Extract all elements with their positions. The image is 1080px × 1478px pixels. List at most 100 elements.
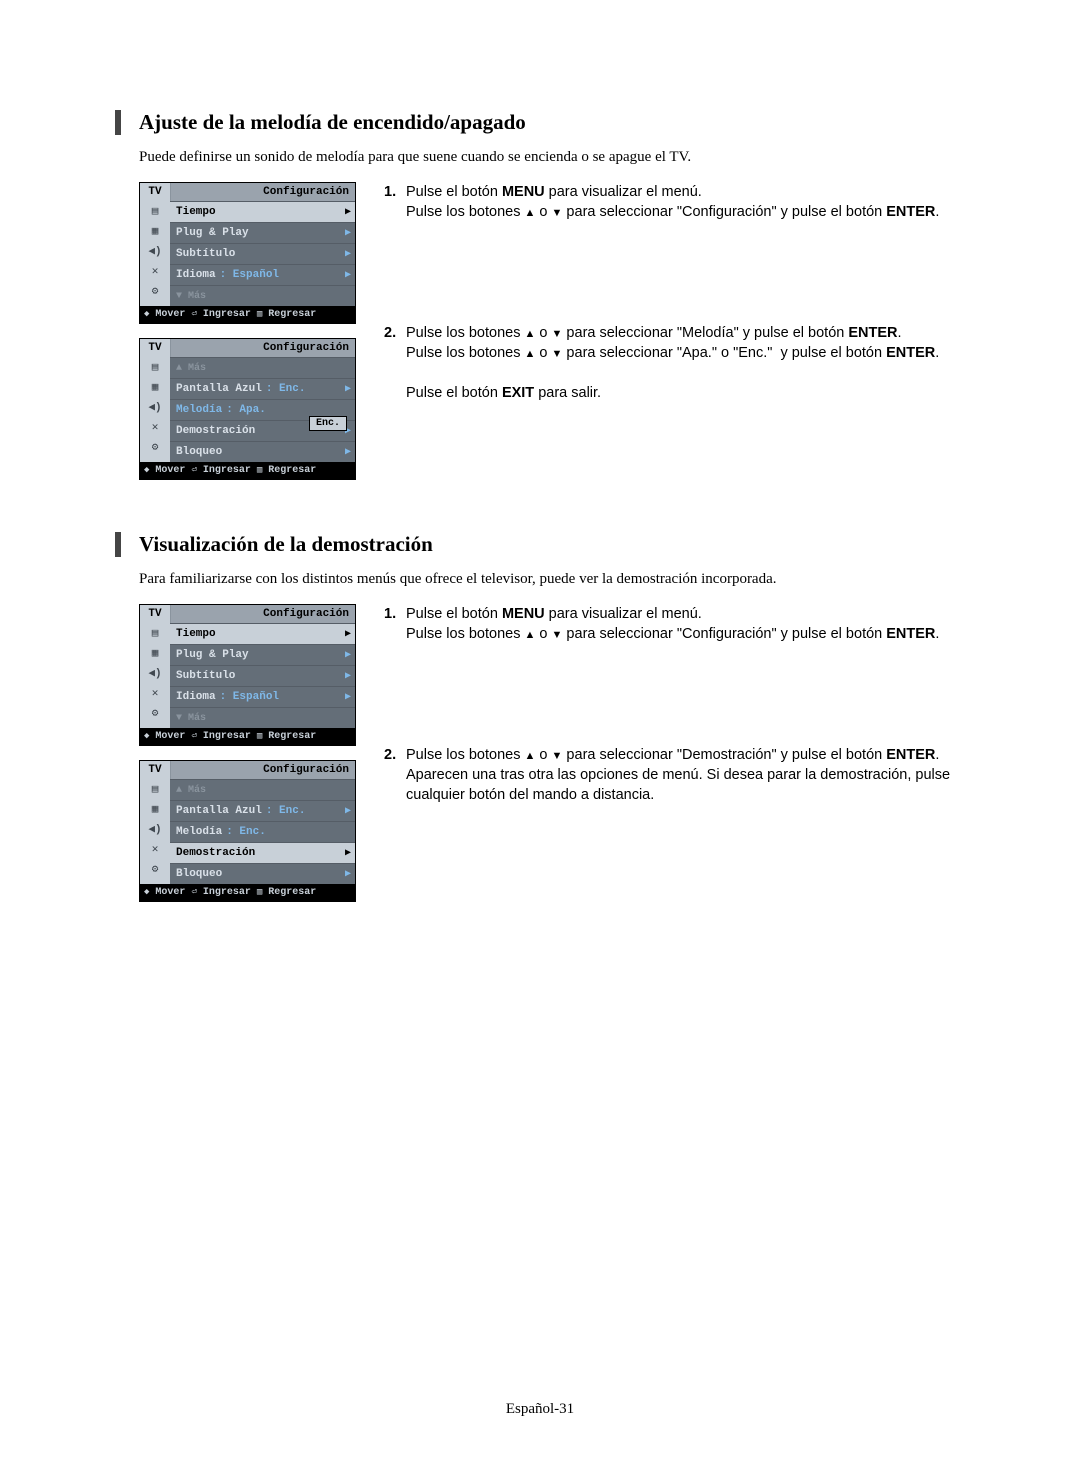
speaker-icon: ◀) [140, 241, 170, 261]
updown-icon: ◆ [144, 884, 149, 901]
grid-icon: ▦ [140, 377, 170, 397]
chevron-right-icon: ▶ [345, 868, 351, 880]
instructions: 1.Pulse el botón MENU para visualizar el… [384, 182, 965, 494]
osd-column: TV Configuración ▤ ▦ ◀) ✕ ⚙ Tiempo▶ [139, 604, 354, 916]
osd-row-plugplay[interactable]: Plug & Play▶ [170, 644, 355, 665]
osd-row-idioma[interactable]: Idioma: Español▶ [170, 686, 355, 707]
chevron-right-icon: ▶ [345, 691, 351, 703]
chevron-right-icon: ▶ [345, 269, 351, 281]
osd-row-idioma[interactable]: Idioma: Español▶ [170, 264, 355, 285]
dropdown-enc[interactable]: Enc. [309, 416, 347, 431]
osd-row-pantalla[interactable]: Pantalla Azul: Enc.▶ [170, 800, 355, 821]
enter-icon: ⏎ [191, 462, 196, 479]
osd-row-subtitulo[interactable]: Subtítulo▶ [170, 665, 355, 686]
osd-menu-config-top2: TV Configuración ▤ ▦ ◀) ✕ ⚙ Tiempo▶ [139, 604, 356, 746]
section-melody: Ajuste de la melodía de encendido/apagad… [115, 110, 965, 494]
step-number: 1. [384, 182, 406, 223]
page-number: Español-31 [0, 1401, 1080, 1418]
osd-title: Configuración [171, 183, 355, 201]
step-text: Pulse los botones ▲ o ▼ para seleccionar… [406, 745, 965, 806]
gear-icon: ⚙ [140, 281, 170, 301]
step-number: 2. [384, 323, 406, 404]
osd-menu-config-demo: TV Configuración ▤ ▦ ◀) ✕ ⚙ ▲ Más [139, 760, 356, 902]
chevron-right-icon: ▶ [345, 206, 351, 218]
osd-icon-rail: ▤ ▦ ◀) ✕ ⚙ [140, 357, 170, 462]
osd-row-tiempo[interactable]: Tiempo▶ [170, 623, 355, 644]
menu-icon: ▥ [257, 884, 262, 901]
x-icon: ✕ [140, 417, 170, 437]
section-intro: Para familiarizarse con los distintos me… [115, 571, 965, 588]
step-number: 1. [384, 604, 406, 645]
step-text: Pulse los botones ▲ o ▼ para seleccionar… [406, 323, 939, 404]
osd-tv-label: TV [140, 183, 171, 201]
chevron-right-icon: ▶ [345, 628, 351, 640]
instruction-step: 1.Pulse el botón MENU para visualizar el… [384, 604, 965, 645]
osd-footer: ◆Mover ⏎Ingresar ▥Regresar [140, 462, 355, 479]
grid-icon: ▦ [140, 221, 170, 241]
gear-icon: ⚙ [140, 437, 170, 457]
chat-icon: ▤ [140, 357, 170, 377]
chat-icon: ▤ [140, 201, 170, 221]
instruction-step: 2.Pulse los botones ▲ o ▼ para seleccion… [384, 323, 965, 404]
osd-menu-config-top: TV Configuración ▤ ▦ ◀) ✕ ⚙ Tiempo▶ [139, 182, 356, 324]
osd-column: TV Configuración ▤ ▦ ◀) ✕ ⚙ Tiempo▶ [139, 182, 354, 494]
menu-icon: ▥ [257, 462, 262, 479]
section-intro: Puede definirse un sonido de melodía par… [115, 149, 965, 166]
osd-icon-rail: ▤ ▦ ◀) ✕ ⚙ [140, 623, 170, 728]
menu-icon: ▥ [257, 306, 262, 323]
step-text: Pulse el botón MENU para visualizar el m… [406, 182, 939, 223]
osd-title: Configuración [171, 339, 355, 357]
grid-icon: ▦ [140, 799, 170, 819]
osd-row-pantalla[interactable]: Pantalla Azul: Enc.▶ [170, 378, 355, 399]
osd-row-subtitulo[interactable]: Subtítulo▶ [170, 243, 355, 264]
speaker-icon: ◀) [140, 397, 170, 417]
osd-row-more-up: ▲ Más [170, 357, 355, 378]
gear-icon: ⚙ [140, 703, 170, 723]
enter-icon: ⏎ [191, 306, 196, 323]
osd-row-melodia[interactable]: Melodía: Apa. Enc. [170, 399, 355, 420]
osd-row-tiempo[interactable]: Tiempo▶ [170, 201, 355, 222]
osd-row-bloqueo[interactable]: Bloqueo▶ [170, 863, 355, 884]
menu-icon: ▥ [257, 728, 262, 745]
chevron-right-icon: ▶ [345, 446, 351, 458]
updown-icon: ◆ [144, 728, 149, 745]
osd-menu-config-melody: TV Configuración ▤ ▦ ◀) ✕ ⚙ ▲ Más [139, 338, 356, 480]
chevron-right-icon: ▶ [345, 805, 351, 817]
osd-row-bloqueo[interactable]: Bloqueo▶ [170, 441, 355, 462]
osd-row-more-up: ▲ Más [170, 779, 355, 800]
osd-title: Configuración [171, 605, 355, 623]
osd-tv-label: TV [140, 605, 171, 623]
chevron-right-icon: ▶ [345, 383, 351, 395]
section-title: Visualización de la demostración [139, 532, 965, 557]
gear-icon: ⚙ [140, 859, 170, 879]
osd-row-demo[interactable]: Demostración▶ [170, 842, 355, 863]
x-icon: ✕ [140, 683, 170, 703]
osd-row-plugplay[interactable]: Plug & Play▶ [170, 222, 355, 243]
updown-icon: ◆ [144, 306, 149, 323]
osd-icon-rail: ▤ ▦ ◀) ✕ ⚙ [140, 201, 170, 306]
osd-footer: ◆Mover ⏎Ingresar ▥Regresar [140, 884, 355, 901]
osd-title: Configuración [171, 761, 355, 779]
speaker-icon: ◀) [140, 663, 170, 683]
x-icon: ✕ [140, 261, 170, 281]
x-icon: ✕ [140, 839, 170, 859]
osd-row-melodia[interactable]: Melodía: Enc. [170, 821, 355, 842]
chevron-right-icon: ▶ [345, 670, 351, 682]
updown-icon: ◆ [144, 462, 149, 479]
section-title: Ajuste de la melodía de encendido/apagad… [139, 110, 965, 135]
chevron-right-icon: ▶ [345, 227, 351, 239]
osd-row-more: ▼ Más [170, 285, 355, 306]
section-header: Ajuste de la melodía de encendido/apagad… [115, 110, 965, 135]
speaker-icon: ◀) [140, 819, 170, 839]
instruction-step: 1.Pulse el botón MENU para visualizar el… [384, 182, 965, 223]
osd-icon-rail: ▤ ▦ ◀) ✕ ⚙ [140, 779, 170, 884]
chevron-right-icon: ▶ [345, 847, 351, 859]
chevron-right-icon: ▶ [345, 649, 351, 661]
osd-tv-label: TV [140, 339, 171, 357]
section-header: Visualización de la demostración [115, 532, 965, 557]
chat-icon: ▤ [140, 779, 170, 799]
instructions: 1.Pulse el botón MENU para visualizar el… [384, 604, 965, 916]
enter-icon: ⏎ [191, 884, 196, 901]
osd-footer: ◆Mover ⏎Ingresar ▥Regresar [140, 728, 355, 745]
step-text: Pulse el botón MENU para visualizar el m… [406, 604, 939, 645]
